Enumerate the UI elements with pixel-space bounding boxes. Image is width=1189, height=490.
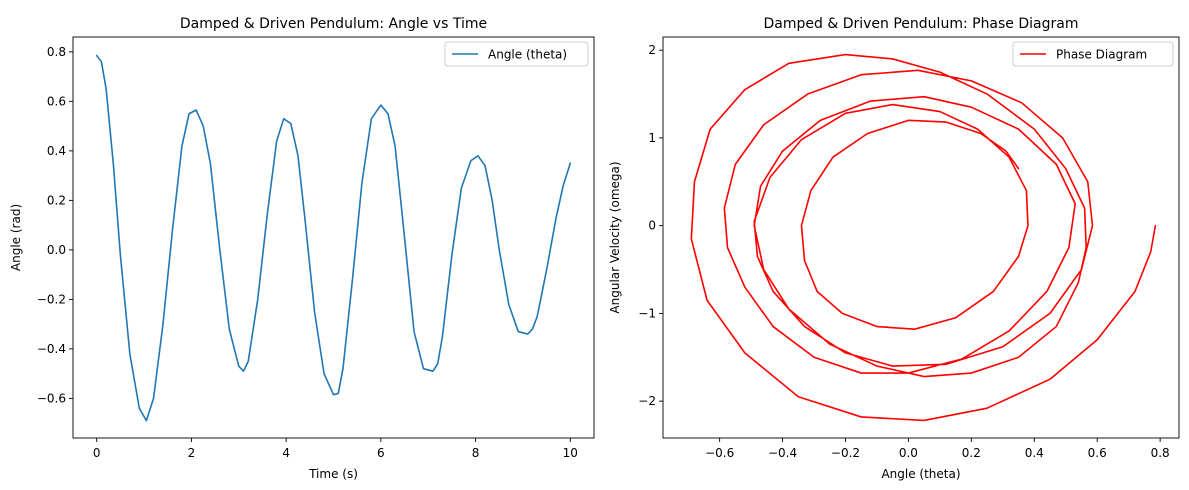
series-line-0 (95, 54, 572, 422)
y-axis-label: Angle (rad) (9, 204, 23, 271)
phase-diagram-chart: Damped & Driven Pendulum: Phase Diagram −… (608, 16, 1180, 481)
x-tick-label: 0.4 (1025, 446, 1044, 460)
y-tick-label: 0.0 (47, 243, 66, 257)
axes-frame (662, 36, 1180, 439)
x-tick-label: −0.2 (831, 446, 860, 460)
y-tick-label: 0.4 (47, 144, 66, 158)
y-tick-label: 2 (648, 43, 656, 57)
y-tick-label: −0.2 (37, 292, 66, 306)
x-axis-label: Angle (theta) (881, 467, 960, 481)
series-line-0 (690, 53, 1157, 422)
x-axis-label: Time (s) (308, 467, 358, 481)
x-tick-label: 10 (563, 446, 578, 460)
x-tick-label: 0.0 (899, 446, 918, 460)
chart-title: Damped & Driven Pendulum: Angle vs Time (180, 16, 487, 32)
y-tick-label: 0.6 (47, 94, 66, 108)
y-tick-label: −1 (638, 306, 656, 320)
y-tick-label: −0.4 (37, 342, 66, 356)
axes-frame (72, 36, 595, 439)
x-tick-label: 6 (377, 446, 385, 460)
y-axis-label: Angular Velocity (omega) (608, 161, 622, 313)
x-tick-label: −0.4 (768, 446, 797, 460)
x-tick-label: 8 (472, 446, 480, 460)
legend-box (444, 41, 589, 67)
x-tick-label: 0.6 (1088, 446, 1107, 460)
x-tick-label: 0.2 (962, 446, 981, 460)
y-tick-label: 0.2 (47, 193, 66, 207)
legend-label: Phase Diagram (1056, 48, 1147, 62)
chart-title: Damped & Driven Pendulum: Phase Diagram (764, 16, 1079, 32)
x-tick-label: 0 (93, 446, 101, 460)
x-tick-label: −0.6 (705, 446, 734, 460)
legend-label: Angle (theta) (488, 48, 567, 62)
legend: Phase Diagram (1012, 41, 1174, 67)
angle-vs-time-chart: Damped & Driven Pendulum: Angle vs Time 0… (9, 16, 595, 481)
legend: Angle (theta) (444, 41, 589, 67)
y-tick-label: −0.6 (37, 391, 66, 405)
x-tick-label: 0.8 (1151, 446, 1170, 460)
x-tick-label: 2 (188, 446, 196, 460)
y-tick-label: −2 (638, 394, 656, 408)
y-tick-label: 0.8 (47, 45, 66, 59)
x-tick-label: 4 (282, 446, 290, 460)
y-tick-label: 0 (648, 219, 656, 233)
legend-box (1012, 41, 1174, 67)
y-tick-label: 1 (648, 131, 656, 145)
